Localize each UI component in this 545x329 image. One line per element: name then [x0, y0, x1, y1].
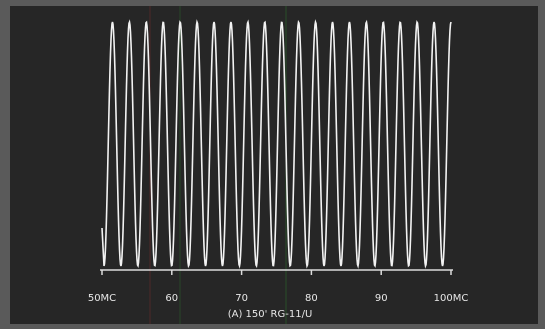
x-tick-label: 100MC: [434, 293, 469, 304]
chart-title: (A) 150' RG-11/U: [228, 309, 313, 320]
page: {"chart_data": {"type": "line", "title":…: [0, 0, 545, 329]
x-tick-label: 80: [305, 293, 318, 304]
x-tick-label: 50MC: [88, 293, 116, 304]
x-tick-label: 60: [165, 293, 178, 304]
x-tick-label: 90: [375, 293, 388, 304]
screen: [10, 6, 538, 324]
chart: (A) 150' RG-11/U 50MC 60 70 80 90 100MC: [0, 0, 545, 329]
x-tick-label: 70: [235, 293, 248, 304]
